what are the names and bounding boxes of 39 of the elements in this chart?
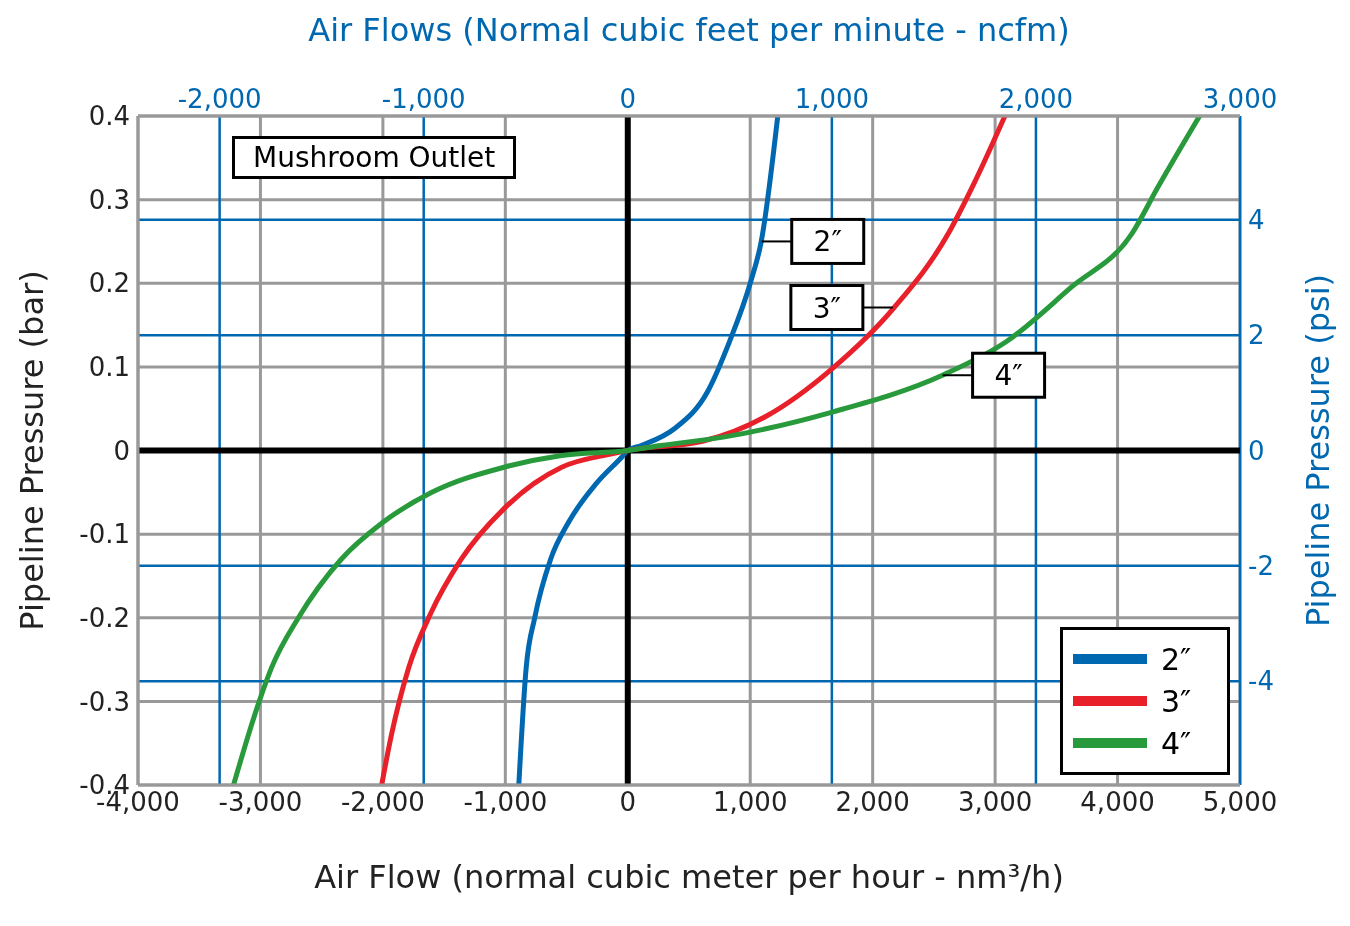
y2-tick-label: 2 bbox=[1248, 320, 1265, 351]
x-tick-label: 1,000 bbox=[713, 787, 788, 818]
x-tick-label: 0 bbox=[619, 787, 637, 818]
x2-tick-label: 1,000 bbox=[794, 84, 870, 114]
y-tick-label: 0.4 bbox=[88, 101, 130, 132]
x2-axis-title: Air Flows (Normal cubic feet per minute - ncfm) bbox=[308, 10, 1070, 49]
x2-tick-label: 0 bbox=[619, 84, 637, 114]
x2-tick-label: 2,000 bbox=[998, 84, 1074, 114]
x2-tick-label: -1,000 bbox=[381, 84, 466, 114]
x-tick-label: 3,000 bbox=[957, 787, 1033, 818]
annotation: 2″ bbox=[813, 225, 842, 259]
legend-label: 2″ bbox=[1161, 641, 1192, 677]
annotation: 3″ bbox=[812, 291, 842, 325]
x-tick-label: 5,000 bbox=[1202, 787, 1278, 818]
annotation: 4″ bbox=[994, 359, 1023, 393]
x-tick-label: -1,000 bbox=[463, 787, 548, 818]
y-tick-label: -0.2 bbox=[79, 602, 130, 633]
y-tick-label: 0.3 bbox=[88, 184, 130, 215]
x-tick-label: 2,000 bbox=[835, 787, 910, 818]
y-tick-label: 0 bbox=[113, 435, 130, 466]
y-tick-label: 0.1 bbox=[88, 352, 130, 383]
x-tick-label: -3,000 bbox=[218, 787, 303, 818]
y2-axis-title: Pipeline Pressure (psi) bbox=[1299, 273, 1338, 628]
legend-label: 3″ bbox=[1161, 683, 1192, 719]
x-tick-label: 4,000 bbox=[1080, 787, 1155, 818]
y2-tick-label: -2 bbox=[1248, 551, 1274, 582]
y2-tick-label: -4 bbox=[1248, 666, 1274, 697]
y2-tick-label: 4 bbox=[1248, 205, 1265, 236]
y-tick-label: -0.1 bbox=[79, 519, 130, 550]
annotation: Mushroom Outlet bbox=[232, 136, 517, 179]
x2-tick-label: -2,000 bbox=[177, 84, 262, 114]
x-axis-title: Air Flow (normal cubic meter per hour - nm³/h) bbox=[314, 858, 1064, 896]
x-tick-label: -2,000 bbox=[340, 787, 425, 818]
legend-label: 4″ bbox=[1161, 725, 1192, 761]
y-axis-title: Pipeline Pressure (bar) bbox=[13, 270, 52, 631]
y-tick-label: -0.3 bbox=[79, 686, 130, 717]
y-tick-label: 0.2 bbox=[88, 268, 130, 299]
x2-tick-label: 3,000 bbox=[1202, 84, 1278, 114]
y2-tick-label: 0 bbox=[1248, 435, 1265, 466]
